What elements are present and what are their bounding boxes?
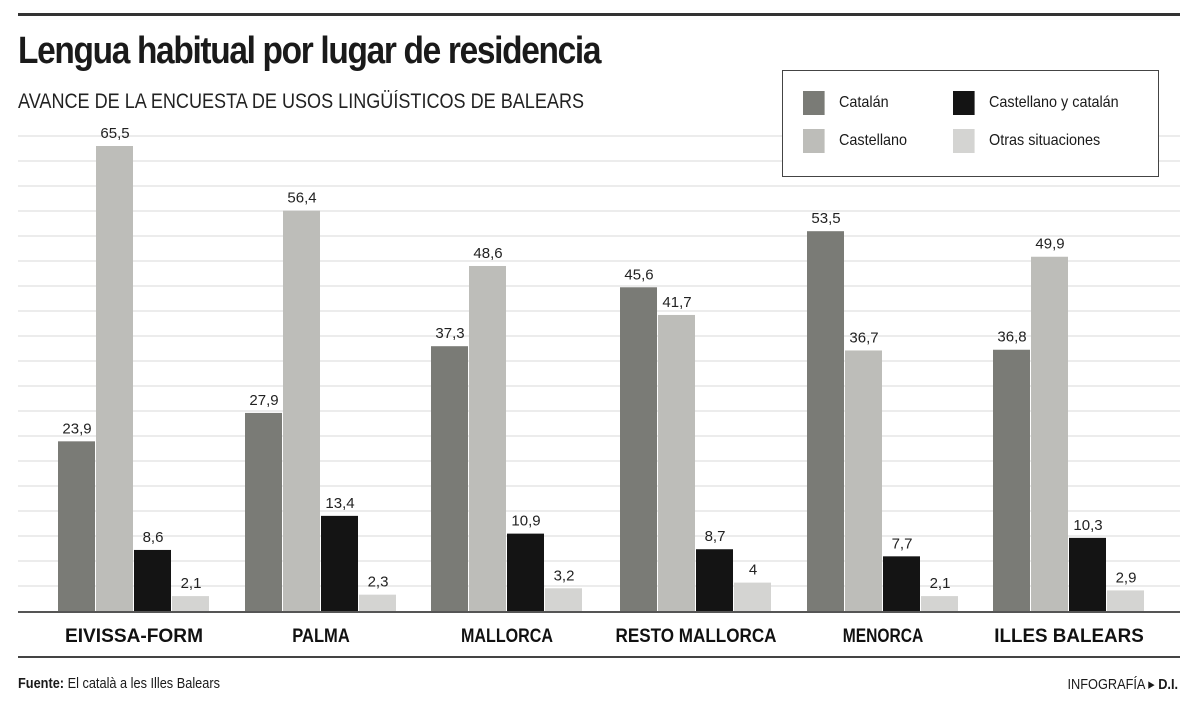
data-label: 4	[749, 562, 757, 579]
data-label: 65,5	[100, 125, 129, 142]
category-label: MENORCA	[843, 626, 924, 647]
legend-swatch	[953, 129, 975, 153]
legend-label: Otras situaciones	[989, 132, 1101, 149]
data-label: 36,8	[997, 329, 1026, 346]
bar	[469, 265, 506, 611]
data-label: 10,3	[1073, 517, 1102, 534]
category-label: PALMA	[292, 626, 350, 647]
bar	[993, 349, 1030, 611]
bar	[58, 441, 95, 611]
source: Fuente: El català a les Illes Balears	[18, 675, 220, 692]
bar	[96, 146, 133, 611]
bar	[1069, 537, 1106, 611]
data-label: 2,3	[368, 574, 389, 591]
data-label: 37,3	[435, 325, 464, 342]
data-label: 53,5	[811, 210, 840, 227]
chart-subtitle: AVANCE DE LA ENCUESTA DE USOS LINGÜÍSTIC…	[18, 90, 585, 113]
category-label: RESTO MALLORCA	[616, 626, 777, 647]
legend-label: Castellano	[839, 132, 908, 149]
bar	[883, 556, 920, 611]
legend-swatch	[803, 91, 825, 115]
bar	[696, 549, 733, 611]
source-text: El català a les Illes Balears	[67, 675, 220, 692]
data-label: 23,9	[62, 420, 91, 437]
data-label: 49,9	[1035, 236, 1064, 253]
footer-rule	[18, 656, 1180, 658]
bar	[172, 596, 209, 611]
legend-swatch	[953, 91, 975, 115]
category-label: MALLORCA	[461, 626, 553, 647]
credit-name: D.I.	[1158, 676, 1178, 693]
data-label: 13,4	[325, 495, 354, 512]
bar	[734, 582, 771, 611]
legend-item-castellano: Castellano	[803, 129, 907, 153]
data-label: 27,9	[249, 392, 278, 409]
data-label: 2,1	[930, 575, 951, 592]
data-label: 2,1	[181, 575, 202, 592]
bar	[359, 594, 396, 611]
data-label: 41,7	[662, 294, 691, 311]
legend-label: Catalán	[839, 94, 889, 111]
data-label: 3,2	[554, 567, 575, 584]
bar	[283, 210, 320, 611]
bar	[507, 533, 544, 611]
data-label: 7,7	[892, 535, 913, 552]
bar	[807, 231, 844, 611]
bar	[134, 549, 171, 611]
category-label: ILLES BALEARS	[994, 626, 1144, 647]
data-label: 8,6	[143, 529, 164, 546]
bar	[845, 350, 882, 611]
chart-title: Lengua habitual por lugar de residencia	[18, 30, 601, 72]
source-label: Fuente:	[18, 675, 65, 692]
arrow-icon: ▸	[1148, 676, 1155, 693]
credit: INFOGRAFÍA ▸ D.I.	[1067, 675, 1178, 693]
data-label: 56,4	[287, 190, 316, 207]
data-label: 48,6	[473, 245, 502, 262]
data-label: 8,7	[705, 528, 726, 545]
data-label: 10,9	[511, 513, 540, 530]
legend-item-catalan: Catalán	[803, 91, 889, 115]
category-label: EIVISSA-FORM	[65, 626, 203, 647]
bar	[321, 515, 358, 611]
legend: Catalán Castellano Castellano y catalán …	[782, 70, 1159, 177]
legend-swatch	[803, 129, 825, 153]
bar	[245, 412, 282, 611]
data-label: 2,9	[1116, 569, 1137, 586]
bar	[1031, 256, 1068, 611]
bar	[545, 588, 582, 611]
data-label: 45,6	[624, 266, 653, 283]
credit-label: INFOGRAFÍA	[1067, 676, 1145, 693]
legend-item-castellano-catalan: Castellano y catalán	[953, 91, 1119, 115]
top-rule	[18, 13, 1180, 16]
bar	[658, 314, 695, 611]
legend-label: Castellano y catalán	[989, 94, 1119, 111]
bar	[921, 596, 958, 611]
legend-item-otras: Otras situaciones	[953, 129, 1100, 153]
bar	[431, 346, 468, 611]
bar	[1107, 590, 1144, 611]
data-label: 36,7	[849, 329, 878, 346]
bar	[620, 287, 657, 611]
